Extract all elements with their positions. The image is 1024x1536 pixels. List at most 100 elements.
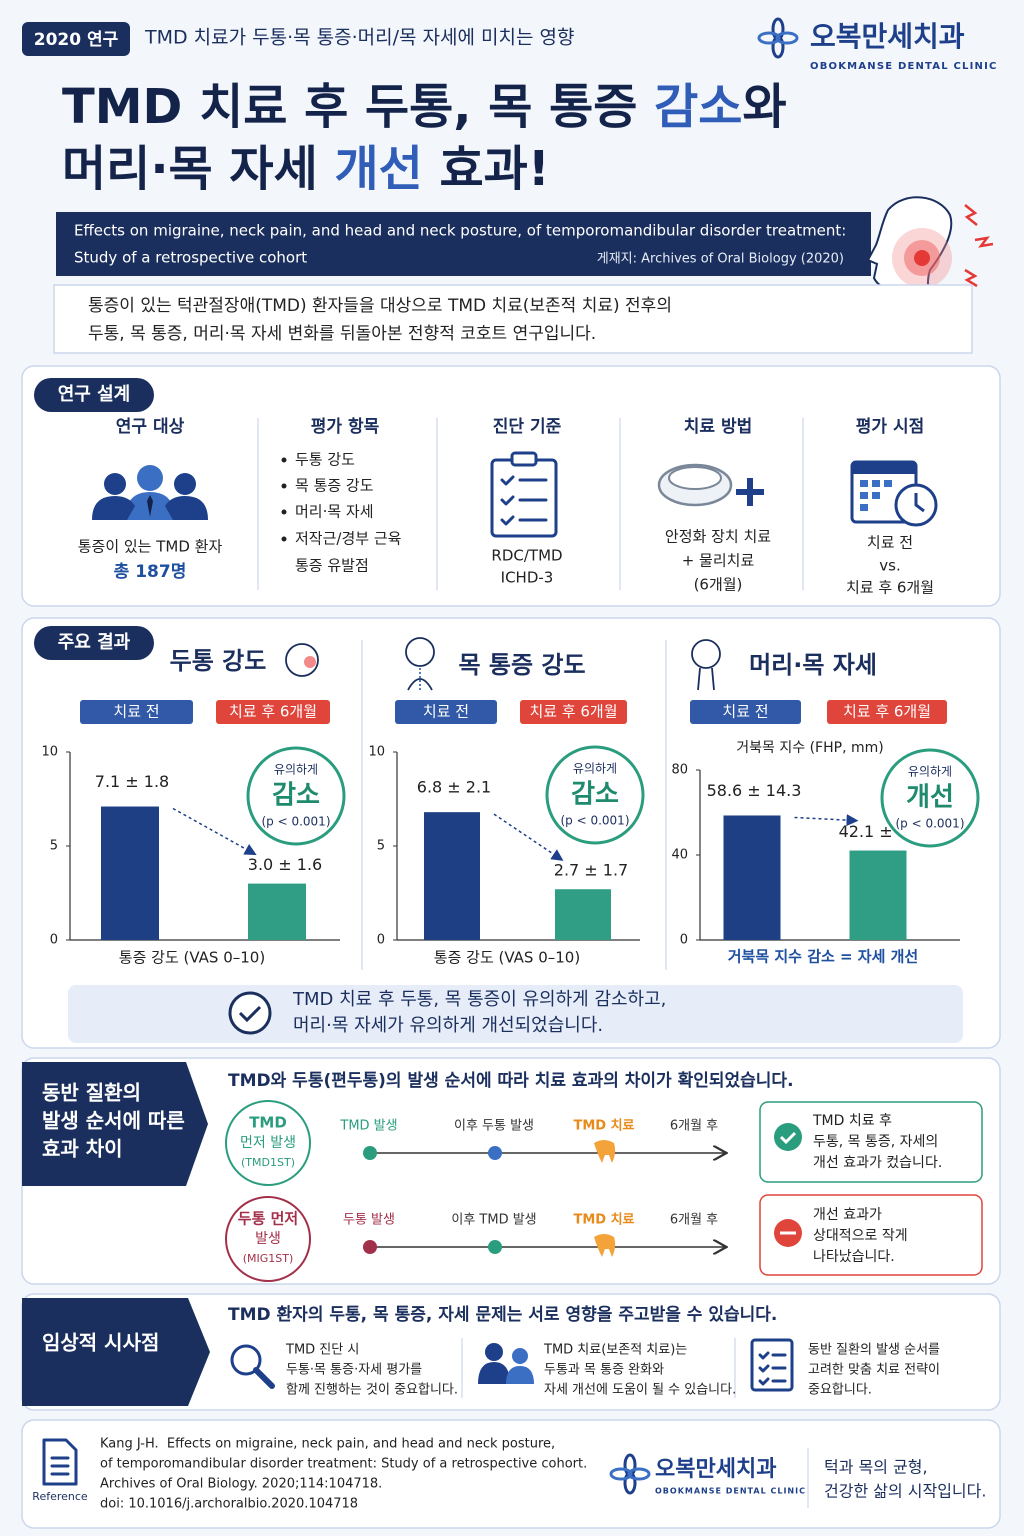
step-label: 6개월 후 [670, 1119, 718, 1134]
tagline: 턱과 목의 균형, [824, 1458, 928, 1477]
doc-icon [42, 1438, 78, 1486]
value-label: 3.0 ± 1.6 [248, 855, 322, 874]
section-label: 주요 결과 [58, 632, 131, 653]
implication-line: 두통·목 통증·자세 평가를 [286, 1363, 422, 1378]
summary-box [53, 284, 973, 354]
column-heading: 치료 방법 [684, 417, 752, 437]
tagline: 건강한 삶의 시작입니다. [824, 1482, 986, 1501]
paper-band [56, 212, 871, 276]
result-line: 개선 효과가 [813, 1207, 882, 1223]
x-axis-label: 거북목 지수 감소 = 자세 개선 [728, 948, 918, 966]
logo-mark [757, 17, 799, 59]
section-label: 동반 질환의 [42, 1081, 141, 1105]
logo-en: OBOKMANSE DENTAL CLINIC [810, 61, 998, 72]
bar [424, 812, 480, 940]
group-label: 발생 [255, 1231, 281, 1247]
paper-title: Effects on migraine, neck pain, and head… [74, 222, 846, 240]
bar [555, 889, 611, 940]
conclusion-line: TMD 치료 후 두통, 목 통증이 유의하게 감소하고, [292, 989, 666, 1010]
value-label: 6.8 ± 2.1 [417, 778, 491, 797]
result-glyph [779, 1131, 797, 1145]
result-box [759, 1101, 983, 1183]
check-icon [228, 991, 272, 1035]
dividers [257, 418, 804, 590]
y-tick-label: 0 [50, 933, 58, 948]
column-heading: 진단 기준 [493, 417, 562, 437]
column-line: 통증 유발점 [295, 557, 369, 575]
clipboard-icon [490, 451, 558, 538]
value-label: 58.6 ± 14.3 [707, 781, 802, 800]
y-tick-label: 0 [377, 933, 385, 948]
citation-line: doi: 10.1016/j.archoralbio.2020.104718 [100, 1497, 358, 1512]
significance-text: (p < 0.001) [895, 817, 964, 831]
y-tick-label: 5 [377, 839, 385, 854]
result-box [759, 1194, 983, 1276]
group-circle [225, 1100, 311, 1186]
group-label: TMD [249, 1114, 287, 1132]
legend-label: 치료 전 [423, 703, 469, 721]
column-heading: 연구 대상 [116, 417, 185, 437]
timeline-dot [488, 1146, 502, 1160]
footer [21, 1419, 1001, 1529]
section-heading: TMD와 두통(편두통)의 발생 순서에 따라 치료 효과의 차이가 확인되었습… [228, 1070, 794, 1091]
step-label: TMD 치료 [573, 1212, 634, 1228]
step-label: TMD 발생 [339, 1119, 397, 1134]
conclusion-box [68, 985, 963, 1043]
reference-label: Reference [32, 1490, 88, 1503]
design-section [21, 365, 1001, 607]
result-line: 개선 효과가 컸습니다. [813, 1155, 942, 1171]
title-part: TMD 치료 후 두통, 목 통증 [62, 79, 654, 135]
citation-line: Kang J-H. Effects on migraine, neck pain… [100, 1437, 555, 1452]
paper-title: Study of a retrospective cohort [74, 249, 307, 267]
trend-arrow [794, 814, 859, 827]
chart-title: 두통 강도 [170, 647, 267, 675]
trend-arrow [493, 813, 564, 861]
column-line: 치료 후 6개월 [846, 579, 934, 597]
dividers [361, 640, 667, 970]
column-line: 통증이 있는 TMD 환자 [78, 538, 223, 556]
result-line: 나타났습니다. [813, 1249, 895, 1265]
subtitle: TMD 치료가 두통·목 통증·머리/목 자세에 미치는 영향 [144, 27, 574, 49]
title-part: 효과! [423, 141, 550, 197]
section-label: 효과 차이 [42, 1137, 123, 1161]
column-line: 머리·목 자세 [295, 503, 374, 521]
significance-text: 유의하게 [908, 765, 952, 779]
chart-title: 머리·목 자세 [749, 651, 877, 679]
value-label: 7.1 ± 1.8 [95, 772, 169, 791]
sequence-rows: TMD 먼저 발생 (TMD1ST) TMD 발생 이후 두통 발생 TMD 치료 6개월 … [225, 1100, 983, 1282]
section-label: 연구 설계 [58, 384, 131, 405]
value-label: 2.7 ± 1.7 [554, 861, 628, 880]
column-line: RDC/TMD [491, 547, 562, 565]
section-pill [34, 626, 154, 660]
significance-badge [545, 745, 645, 845]
legend-label: 치료 전 [722, 703, 768, 721]
implication-line: 동반 질환의 발생 순서를 [808, 1343, 940, 1358]
step-label: 이후 TMD 발생 [451, 1213, 536, 1228]
implication-line: 중요합니다. [808, 1383, 872, 1398]
legend-badge [395, 700, 497, 724]
citation-line: Archives of Oral Biology. 2020;114:10471… [100, 1477, 382, 1492]
badge: 2020 연구 [34, 30, 119, 50]
legend-badge [80, 700, 193, 724]
people-icon [92, 465, 208, 520]
significance-badge [246, 746, 346, 846]
significance-text: 유의하게 [274, 763, 318, 777]
title-highlight: 감소 [654, 79, 742, 135]
y-tick-label: 10 [368, 745, 385, 760]
y-tick-label: 0 [680, 933, 688, 948]
head-icons [285, 637, 721, 691]
significance-text: (p < 0.001) [261, 815, 330, 829]
implication-line: 함께 진행하는 것이 중요합니다. [286, 1382, 458, 1398]
legend-badge [520, 700, 627, 724]
legend-badge [827, 700, 947, 724]
legend-label: 치료 전 [113, 703, 159, 721]
bar [723, 815, 781, 940]
timeline-dot [363, 1240, 377, 1254]
bar [101, 806, 159, 940]
column-line: + 물리치료 [682, 552, 755, 570]
implication-line: TMD 진단 시 [285, 1343, 359, 1358]
